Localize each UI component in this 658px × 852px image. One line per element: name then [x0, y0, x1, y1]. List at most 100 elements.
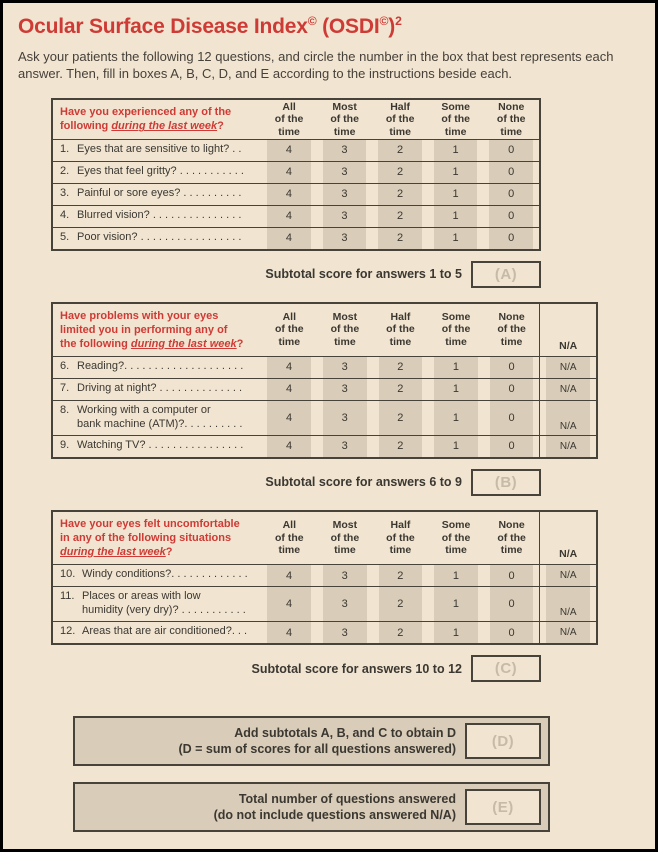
score-cell[interactable]: 1	[428, 227, 484, 249]
col-header-all: All of the time	[275, 310, 304, 348]
na-cell[interactable]: N/A	[539, 378, 596, 400]
subtotal-box-b[interactable]: (B)	[471, 468, 541, 496]
score-cell[interactable]: 0	[483, 227, 539, 249]
score-cell[interactable]: 2	[373, 435, 429, 457]
score-cell[interactable]: 1	[428, 378, 484, 400]
question-label: 1. Eyes that are sensitive to light? . .	[60, 142, 242, 155]
subtotal-label-b: Subtotal score for answers 6 to 9	[265, 475, 462, 490]
score-cell[interactable]: 3	[317, 587, 373, 622]
col-header-most: Most of the time	[330, 519, 360, 557]
question-table-3: Have your eyes felt uncomfortable in any…	[51, 509, 598, 646]
score-cell[interactable]: 2	[372, 161, 428, 183]
score-cell[interactable]: 2	[373, 400, 429, 435]
question-label: 9. Watching TV? . . . . . . . . . . . . .…	[60, 438, 244, 451]
subtotal-row-a: Subtotal score for answers 1 to 5 (A)	[51, 260, 541, 288]
score-cell[interactable]: 0	[484, 587, 540, 622]
na-cell[interactable]: N/A	[539, 356, 596, 378]
col-header-na: N/A	[539, 511, 596, 565]
table-1-heading: Have you experienced any of the followin…	[60, 106, 232, 133]
score-cell[interactable]: 0	[483, 183, 539, 205]
score-cell[interactable]: 2	[372, 183, 428, 205]
score-cell[interactable]: 1	[428, 400, 484, 435]
col-header-half: Half of the time	[385, 100, 415, 138]
subtotal-label-c: Subtotal score for answers 10 to 12	[251, 661, 463, 676]
question-label: 7. Driving at night? . . . . . . . . . . …	[60, 381, 243, 394]
score-cell[interactable]: 0	[484, 435, 540, 457]
score-cell[interactable]: 0	[483, 161, 539, 183]
score-cell[interactable]: 3	[317, 622, 373, 644]
total-label-d: Add subtotals A, B, and C to obtain D (D…	[178, 725, 456, 757]
score-cell[interactable]: 0	[483, 139, 539, 161]
score-cell[interactable]: 2	[373, 356, 429, 378]
score-cell[interactable]: 2	[373, 622, 429, 644]
score-cell[interactable]: 1	[428, 587, 484, 622]
score-cell[interactable]: 4	[261, 161, 317, 183]
question-row-5: 5. Poor vision? . . . . . . . . . . . . .…	[53, 226, 539, 249]
score-cell[interactable]: 1	[428, 139, 484, 161]
score-cell[interactable]: 1	[428, 435, 484, 457]
intro-text: Ask your patients the following 12 quest…	[18, 49, 614, 82]
score-cell[interactable]: 4	[261, 356, 317, 378]
score-cell[interactable]: 0	[484, 565, 540, 587]
score-cell[interactable]: 4	[261, 435, 317, 457]
score-cell[interactable]: 3	[317, 356, 373, 378]
score-cell[interactable]: 4	[261, 205, 317, 227]
na-cell[interactable]: N/A	[539, 587, 596, 622]
score-cell[interactable]: 3	[317, 183, 373, 205]
score-cell[interactable]: 2	[372, 205, 428, 227]
col-header-half: Half of the time	[386, 310, 415, 348]
page-title: Ocular Surface Disease Index© (OSDI©)2	[18, 14, 402, 38]
score-cell[interactable]: 2	[373, 565, 429, 587]
subtotal-box-c[interactable]: (C)	[471, 655, 541, 683]
na-cell[interactable]: N/A	[539, 565, 596, 587]
score-cell[interactable]: 4	[261, 183, 317, 205]
na-cell[interactable]: N/A	[539, 400, 596, 435]
score-cell[interactable]: 4	[261, 139, 317, 161]
score-cell[interactable]: 2	[373, 378, 429, 400]
score-cell[interactable]: 2	[373, 587, 429, 622]
score-cell[interactable]: 1	[428, 161, 484, 183]
na-cell[interactable]: N/A	[539, 435, 596, 457]
question-label: 4. Blurred vision? . . . . . . . . . . . …	[60, 208, 242, 221]
score-cell[interactable]: 4	[261, 227, 317, 249]
question-row-1: 1. Eyes that are sensitive to light? . . …	[53, 138, 539, 161]
score-cell[interactable]: 1	[428, 356, 484, 378]
score-cell[interactable]: 4	[261, 587, 317, 622]
total-box-d[interactable]: (D)	[465, 723, 541, 760]
question-table-2: Have problems with your eyes limited you…	[51, 301, 598, 459]
score-cell[interactable]: 3	[317, 139, 373, 161]
score-cell[interactable]: 1	[428, 622, 484, 644]
score-cell[interactable]: 0	[484, 400, 540, 435]
na-cell[interactable]: N/A	[539, 622, 596, 644]
score-cell[interactable]: 0	[484, 356, 540, 378]
score-cell[interactable]: 3	[317, 205, 373, 227]
score-cell[interactable]: 1	[428, 205, 484, 227]
score-cell[interactable]: 1	[428, 565, 484, 587]
total-box-e[interactable]: (E)	[465, 789, 541, 826]
score-cell[interactable]: 0	[483, 205, 539, 227]
score-cell[interactable]: 2	[372, 227, 428, 249]
score-cell[interactable]: 3	[317, 378, 373, 400]
table-3-header: Have your eyes felt uncomfortable in any…	[53, 511, 596, 565]
col-header-none: None of the time	[496, 100, 526, 138]
question-label: 3. Painful or sore eyes? . . . . . . . . …	[60, 186, 242, 199]
score-cell[interactable]: 3	[317, 227, 373, 249]
score-cell[interactable]: 3	[317, 161, 373, 183]
col-header-some: Some of the time	[441, 100, 470, 138]
score-cell[interactable]: 0	[484, 378, 540, 400]
score-cell[interactable]: 3	[317, 435, 373, 457]
col-header-all: All of the time	[275, 519, 304, 557]
question-row-2: 2. Eyes that feel gritty? . . . . . . . .…	[53, 160, 539, 183]
score-cell[interactable]: 4	[261, 622, 317, 644]
subtotal-box-a[interactable]: (A)	[471, 260, 541, 288]
score-cell[interactable]: 3	[317, 565, 373, 587]
score-cell[interactable]: 4	[261, 565, 317, 587]
score-cell[interactable]: 0	[484, 622, 540, 644]
score-cell[interactable]: 4	[261, 400, 317, 435]
score-cell[interactable]: 1	[428, 183, 484, 205]
score-cell[interactable]: 4	[261, 378, 317, 400]
score-cell[interactable]: 2	[372, 139, 428, 161]
score-cell[interactable]: 3	[317, 400, 373, 435]
question-row-10: 10. Windy conditions?. . . . . . . . . . …	[53, 564, 596, 587]
